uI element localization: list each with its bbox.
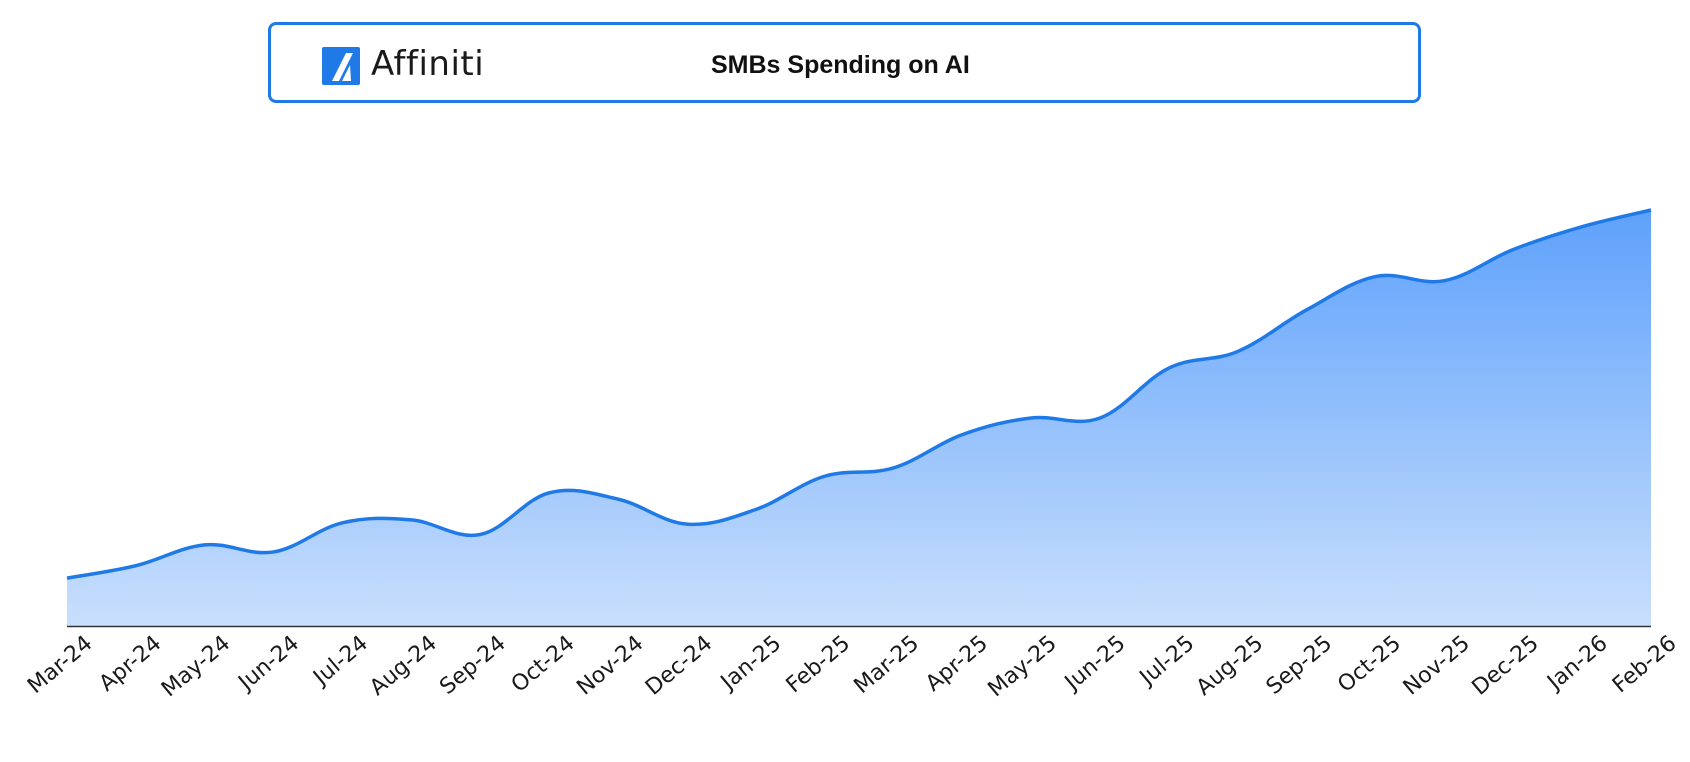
x-tick-label: Jan-25 [715, 631, 786, 696]
chart-title: SMBs Spending on AI [711, 51, 970, 79]
affiniti-logo-icon [322, 47, 360, 85]
x-tick-label: Aug-25 [1192, 631, 1269, 701]
x-tick-label: Feb-25 [782, 631, 855, 698]
x-tick-label: Nov-25 [1399, 631, 1475, 700]
x-tick-label: Dec-24 [641, 631, 717, 701]
x-tick-label: Jul-24 [307, 631, 372, 692]
x-tick-label: Jul-25 [1134, 631, 1199, 692]
x-tick-label: Sep-24 [435, 631, 510, 700]
x-tick-label: Oct-25 [1333, 631, 1406, 698]
area-fill [67, 210, 1651, 626]
x-tick-label: Feb-26 [1608, 631, 1681, 698]
x-tick-label: Nov-24 [572, 631, 648, 700]
x-tick-label: May-25 [984, 631, 1062, 702]
x-tick-label: Apr-25 [921, 631, 993, 697]
x-tick-label: Sep-25 [1262, 631, 1337, 700]
x-tick-label: Jan-26 [1541, 631, 1612, 696]
chart-header-box: Affiniti SMBs Spending on AI [268, 22, 1421, 103]
x-tick-label: Dec-25 [1468, 631, 1544, 701]
brand-name: Affiniti [371, 44, 485, 84]
x-tick-label: Jun-24 [233, 631, 304, 697]
series-line [66, 208, 1652, 580]
x-tick-label: Apr-24 [95, 631, 167, 697]
x-tick-label: Mar-25 [850, 631, 924, 699]
x-tick-label: Oct-24 [507, 631, 580, 698]
x-tick-label: Jun-25 [1059, 631, 1130, 697]
x-tick-label: Aug-24 [365, 631, 442, 701]
x-tick-label: May-24 [157, 631, 235, 702]
x-tick-label: Mar-24 [23, 631, 97, 699]
